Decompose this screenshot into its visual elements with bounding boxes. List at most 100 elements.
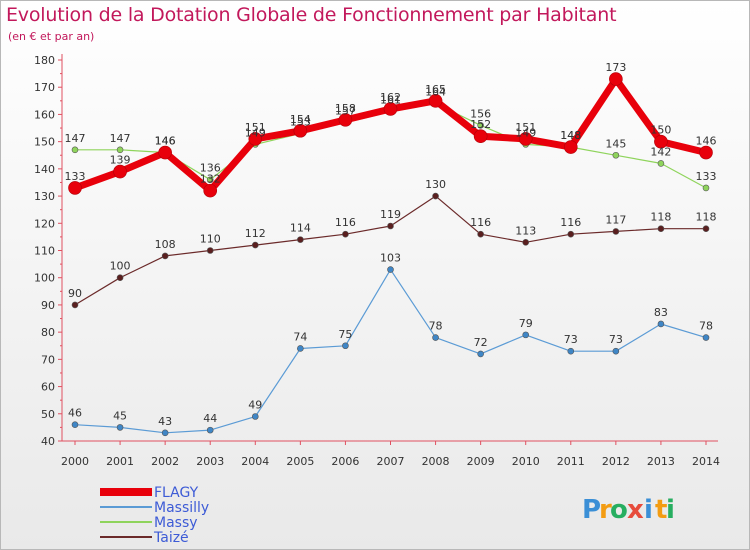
data-label: 73 (609, 333, 623, 346)
data-label: 156 (470, 107, 491, 120)
data-point (654, 134, 668, 149)
data-point (387, 266, 394, 273)
x-tick-label: 2005 (286, 455, 314, 468)
data-label: 45 (113, 409, 127, 422)
data-point (387, 222, 394, 230)
x-tick-label: 2007 (377, 455, 405, 468)
x-tick-label: 2004 (241, 455, 269, 468)
data-point (428, 94, 443, 108)
data-point (116, 274, 124, 282)
data-point (518, 132, 533, 146)
data-label: 133 (65, 170, 86, 183)
logo-letter: o (610, 495, 628, 525)
data-point (297, 236, 304, 243)
x-tick-label: 2006 (331, 455, 359, 468)
data-label: 113 (515, 224, 536, 237)
data-point (612, 228, 620, 235)
data-label: 152 (470, 118, 491, 131)
y-tick-label: 170 (34, 81, 55, 94)
proxiti-logo: Pro x i ti (582, 495, 675, 525)
legend-label: FLAGY (154, 485, 199, 501)
axes: 40 50 60 70 80 90 100 110 120 130 140 150 160 170 180 2… (34, 54, 720, 468)
x-tick-label: 2003 (196, 455, 224, 468)
data-label: 118 (650, 211, 671, 224)
data-label: 148 (560, 129, 581, 142)
series-taizé (71, 192, 710, 309)
data-label: 110 (200, 233, 221, 246)
data-labels: 133 139 146 132 151 154 158 162 165 152 151 148 173 1… (65, 61, 717, 428)
data-label: 108 (155, 238, 176, 251)
data-point (248, 132, 263, 146)
data-label: 162 (380, 91, 401, 104)
data-point (71, 146, 79, 154)
logo-letter: r (599, 495, 612, 525)
data-label: 146 (696, 135, 717, 148)
series-massilly (71, 266, 710, 437)
data-label: 158 (335, 102, 356, 115)
y-tick-label: 40 (41, 435, 55, 448)
x-tick-label: 2012 (602, 455, 630, 468)
data-point (338, 113, 353, 127)
series-layer (68, 72, 713, 437)
data-point (567, 230, 575, 238)
data-point (522, 239, 530, 246)
data-point (477, 230, 484, 238)
y-tick-label: 140 (34, 163, 55, 176)
data-label: 78 (699, 320, 713, 333)
data-point (342, 230, 349, 238)
data-label: 153 (290, 115, 311, 128)
data-label: 43 (158, 415, 172, 428)
data-label: 148 (560, 129, 581, 142)
x-tick-label: 2011 (557, 455, 585, 468)
data-label: 116 (335, 216, 356, 229)
data-label: 72 (474, 336, 488, 349)
y-tick-label: 180 (34, 54, 55, 67)
data-label: 149 (515, 126, 536, 139)
data-label: 74 (293, 330, 307, 343)
legend-label: Massilly (154, 500, 209, 516)
data-label: 78 (429, 320, 443, 333)
logo-letter: x (627, 495, 644, 525)
data-label: 116 (560, 216, 581, 229)
y-tick-label: 150 (34, 136, 55, 149)
data-point (432, 192, 439, 200)
data-point (161, 429, 169, 437)
data-point (477, 122, 484, 129)
data-label: 146 (155, 135, 176, 148)
data-label: 147 (110, 132, 131, 145)
data-point (116, 146, 124, 154)
data-point (206, 176, 214, 184)
y-tick-label: 70 (41, 353, 55, 366)
data-label: 73 (564, 333, 578, 346)
y-tick-label: 120 (34, 217, 55, 230)
y-tick-label: 50 (41, 408, 55, 421)
y-tick-label: 90 (41, 299, 55, 312)
logo-letter: i (644, 495, 653, 525)
data-point (699, 145, 713, 160)
data-label: 146 (155, 135, 176, 148)
data-point (203, 183, 218, 198)
data-label: 46 (68, 407, 82, 420)
data-label: 75 (338, 328, 352, 341)
data-point (113, 164, 127, 179)
data-label: 112 (245, 227, 266, 240)
data-point (68, 181, 82, 195)
series-line (74, 269, 707, 434)
legend-label: Massy (154, 515, 198, 531)
data-label: 116 (470, 216, 491, 229)
data-label: 149 (245, 126, 266, 139)
data-point (342, 342, 349, 350)
data-label: 173 (605, 61, 626, 74)
data-point (657, 160, 665, 167)
x-tick-label: 2002 (151, 455, 179, 468)
data-point (116, 424, 124, 431)
data-point (702, 334, 710, 341)
data-label: 117 (605, 213, 626, 226)
y-tick-label: 80 (41, 326, 55, 339)
x-tick-label: 2000 (61, 455, 89, 468)
x-tick-label: 2010 (512, 455, 540, 468)
data-point (567, 347, 575, 355)
data-point (71, 301, 79, 309)
data-point (71, 421, 79, 428)
series-flagy (68, 72, 713, 198)
